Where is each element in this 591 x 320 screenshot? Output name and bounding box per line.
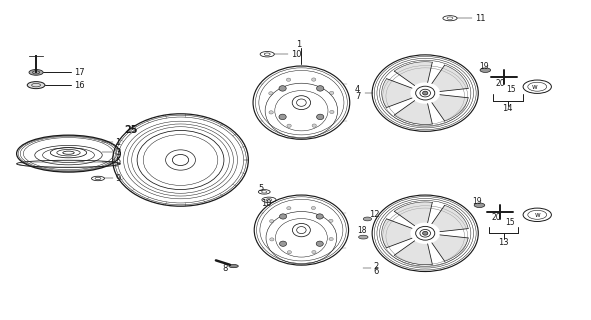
Polygon shape (394, 62, 433, 85)
Ellipse shape (317, 114, 324, 120)
Text: 18: 18 (357, 226, 366, 235)
Polygon shape (394, 100, 433, 124)
Polygon shape (382, 79, 412, 108)
Ellipse shape (229, 265, 238, 268)
Ellipse shape (311, 206, 316, 210)
Ellipse shape (359, 235, 368, 239)
Ellipse shape (423, 231, 428, 235)
Text: 16: 16 (74, 81, 85, 90)
Ellipse shape (317, 86, 324, 91)
Text: 2: 2 (374, 261, 379, 271)
Text: 5: 5 (115, 157, 121, 166)
Ellipse shape (280, 214, 287, 219)
Text: 19: 19 (479, 61, 489, 70)
Text: 5: 5 (259, 184, 264, 193)
Text: 11: 11 (475, 14, 485, 23)
Text: 8: 8 (222, 264, 228, 274)
Polygon shape (394, 241, 433, 265)
Ellipse shape (330, 110, 334, 114)
Text: 20: 20 (492, 213, 502, 222)
Ellipse shape (474, 203, 485, 207)
Text: 1: 1 (115, 138, 121, 147)
Text: 19: 19 (472, 197, 482, 206)
Ellipse shape (316, 241, 323, 246)
Ellipse shape (329, 219, 333, 222)
Ellipse shape (269, 111, 273, 114)
Ellipse shape (316, 214, 323, 219)
Ellipse shape (363, 217, 372, 221)
Ellipse shape (330, 91, 334, 95)
Text: 12: 12 (369, 210, 379, 219)
Text: 20: 20 (496, 79, 505, 88)
Text: w: w (534, 212, 540, 218)
Polygon shape (432, 235, 468, 261)
Ellipse shape (269, 238, 274, 241)
Ellipse shape (312, 251, 316, 254)
Text: w: w (531, 84, 537, 90)
Ellipse shape (312, 124, 316, 127)
Text: 7: 7 (355, 92, 361, 101)
Ellipse shape (269, 220, 274, 223)
Ellipse shape (311, 78, 316, 81)
Polygon shape (382, 219, 412, 248)
Ellipse shape (280, 241, 287, 246)
Text: 17: 17 (74, 68, 85, 77)
Ellipse shape (423, 91, 428, 95)
Text: 4: 4 (355, 85, 361, 94)
Ellipse shape (27, 82, 45, 89)
Text: 14: 14 (502, 104, 513, 113)
Ellipse shape (269, 92, 273, 95)
Polygon shape (432, 95, 468, 121)
Ellipse shape (287, 78, 291, 81)
Ellipse shape (279, 114, 286, 120)
Ellipse shape (287, 251, 291, 254)
Text: 15: 15 (505, 218, 514, 227)
Ellipse shape (29, 69, 43, 75)
Text: 13: 13 (498, 238, 509, 247)
Polygon shape (394, 202, 433, 226)
Text: 10: 10 (291, 50, 301, 59)
Ellipse shape (279, 86, 286, 91)
Polygon shape (432, 205, 468, 232)
Text: 25: 25 (125, 125, 138, 135)
Ellipse shape (287, 124, 291, 127)
Text: 15: 15 (506, 85, 516, 94)
Ellipse shape (329, 237, 333, 241)
Text: 3: 3 (115, 148, 121, 156)
Text: 10: 10 (261, 199, 271, 208)
Ellipse shape (480, 68, 491, 72)
Text: 9: 9 (115, 174, 121, 183)
Polygon shape (432, 65, 468, 92)
Ellipse shape (287, 207, 291, 210)
Text: 1: 1 (297, 40, 301, 49)
Text: 6: 6 (374, 267, 379, 276)
